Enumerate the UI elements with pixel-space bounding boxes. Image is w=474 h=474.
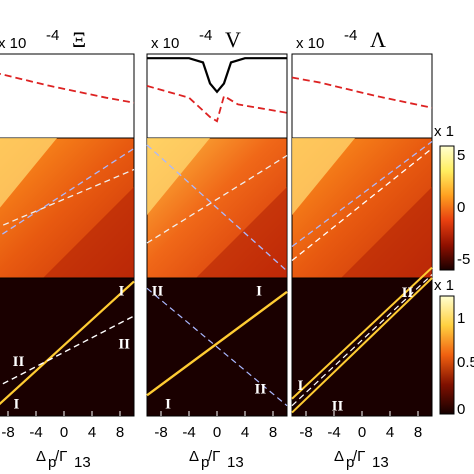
top-solid-series <box>147 57 287 94</box>
branch-label: II <box>152 283 164 299</box>
x-tick-label: 0 <box>60 424 68 441</box>
bottom-resonance-line <box>0 280 135 406</box>
xlabel-sub-p: p <box>48 454 56 471</box>
x-tick-label: 8 <box>116 424 124 441</box>
scale-label: x 10 <box>0 35 26 52</box>
colorbar-bottom <box>439 295 455 415</box>
xlabel-delta: Δ <box>334 448 344 465</box>
top-panel-frame <box>0 53 135 139</box>
map-bright-region <box>0 138 57 208</box>
x-tick-label: -8 <box>1 424 14 441</box>
scale-exponent: -4 <box>199 27 212 44</box>
panel-title: Ξ <box>72 27 86 52</box>
x-tick-label: 0 <box>358 424 366 441</box>
map-dashed-line <box>291 140 433 248</box>
map-dashed-line <box>146 154 288 244</box>
bottom-dashed-line <box>291 274 433 407</box>
colorbar-bottom-tick: 0 <box>457 401 465 418</box>
xlabel-sub-p: p <box>346 454 354 471</box>
map-dashed-line <box>146 144 288 272</box>
map-dashed-line <box>0 168 135 228</box>
xlabel-delta: Δ <box>189 448 199 465</box>
branch-label: I <box>297 378 303 394</box>
panel-title: Λ <box>370 27 386 52</box>
map-bright-region <box>147 138 210 215</box>
x-tick-label: 8 <box>414 424 422 441</box>
colorbar-top-tick: 5 <box>457 147 465 164</box>
map-dark-region <box>341 187 432 278</box>
map-dark-region <box>43 187 134 278</box>
top-panel-frame <box>146 53 288 139</box>
xlabel-sub-13: 13 <box>74 454 91 471</box>
top-dashed-series <box>291 76 433 109</box>
bottom-dashed-line <box>0 315 135 387</box>
x-tick-label: -4 <box>182 424 195 441</box>
x-tick-label: -4 <box>327 424 340 441</box>
branch-label: II <box>255 381 267 397</box>
colorbar-top <box>439 145 455 271</box>
colorbar-bottom-scale: x 1 <box>434 277 454 294</box>
scale-exponent: -4 <box>46 27 59 44</box>
colorbar-top-tick: -5 <box>457 251 470 268</box>
top-panel-frame <box>291 53 433 139</box>
x-tick-label: 4 <box>386 424 394 441</box>
branch-label: II <box>402 285 414 301</box>
xlabel-sub-13: 13 <box>372 454 389 471</box>
branch-label: I <box>256 283 262 299</box>
colorbar-top-scale: x 1 <box>434 123 454 140</box>
bottom-resonance-line <box>291 266 433 400</box>
scale-label: x 10 <box>151 35 179 52</box>
x-tick-label: 4 <box>241 424 249 441</box>
colorbar-top-tick: 0 <box>457 199 465 216</box>
bottom-dashed-line <box>146 287 288 407</box>
x-tick-label: 8 <box>269 424 277 441</box>
bottom-resonance-line <box>146 290 288 397</box>
branch-label: II <box>332 399 344 415</box>
branch-label: I <box>118 283 124 299</box>
top-dashed-series <box>0 72 135 104</box>
bottom-resonance-line <box>291 277 433 414</box>
scale-label: x 10 <box>296 35 324 52</box>
xlabel-gamma: /Γ <box>55 448 67 465</box>
map-dark-region <box>196 187 287 278</box>
x-tick-label: -4 <box>29 424 42 441</box>
top-dashed-series <box>146 85 288 123</box>
x-tick-label: 0 <box>213 424 221 441</box>
xlabel-gamma: /Γ <box>353 448 365 465</box>
map-dashed-line <box>0 147 135 237</box>
xlabel-delta: Δ <box>36 448 46 465</box>
branch-label: I <box>165 397 171 413</box>
xlabel-sub-13: 13 <box>227 454 244 471</box>
scale-exponent: -4 <box>344 27 357 44</box>
branch-label: I <box>13 397 19 413</box>
map-bright-region <box>292 138 355 215</box>
colorbar-bottom-tick: 1 <box>457 310 465 327</box>
xlabel-sub-p: p <box>201 454 209 471</box>
branch-label: II <box>13 354 25 370</box>
x-tick-label: -8 <box>154 424 167 441</box>
xlabel-gamma: /Γ <box>208 448 220 465</box>
x-tick-label: -8 <box>299 424 312 441</box>
colorbar-bottom-tick: 0.5 <box>457 354 474 371</box>
panel-title: V <box>225 27 241 52</box>
branch-label: II <box>118 337 130 353</box>
x-tick-label: 4 <box>88 424 96 441</box>
